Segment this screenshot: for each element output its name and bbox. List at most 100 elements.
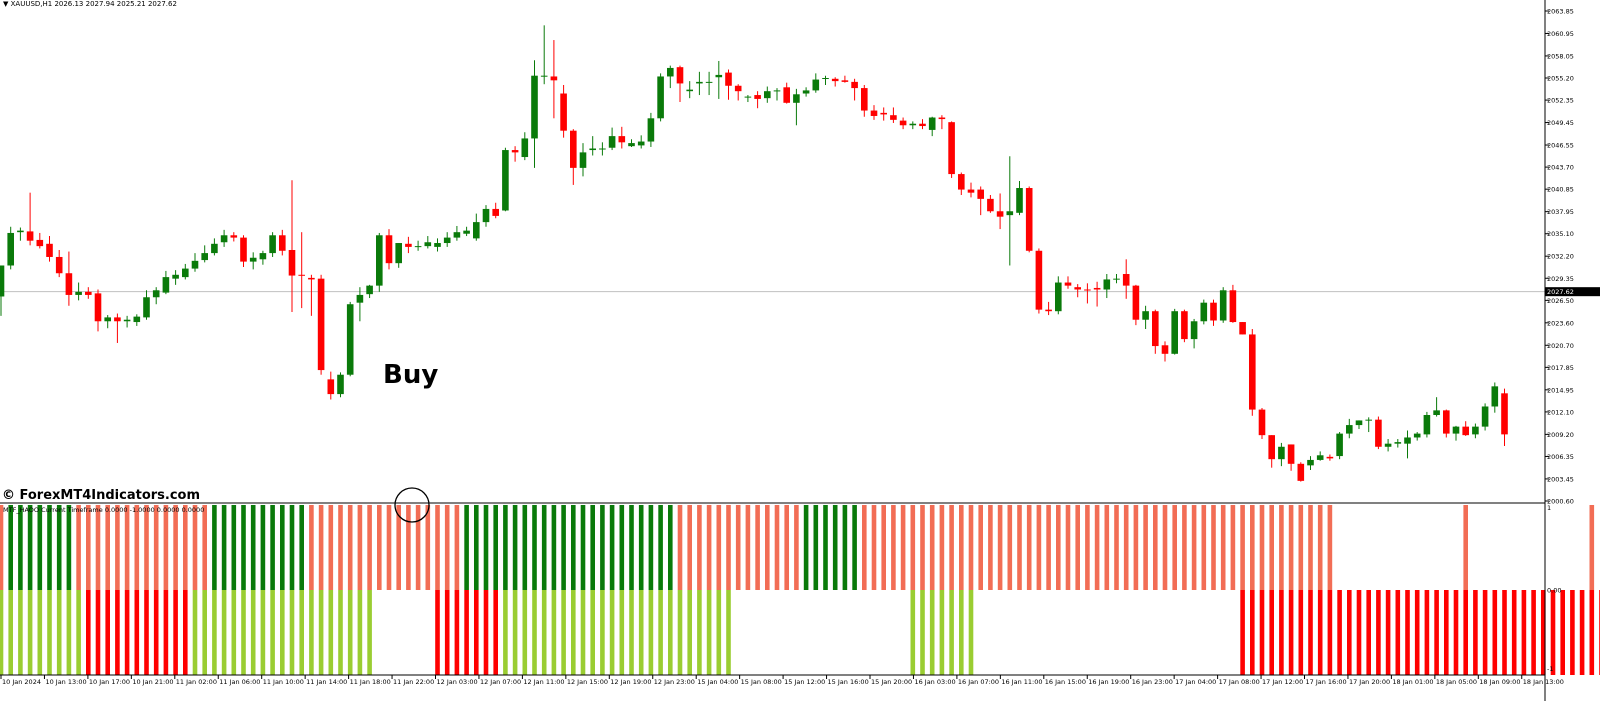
- time-tick-label: 15 Jan 08:00: [741, 678, 782, 686]
- candle-body: [443, 237, 451, 244]
- price-tick-label: 2040.85: [1547, 186, 1574, 194]
- indicator-bar-lower: [173, 590, 178, 675]
- candle: [259, 250, 267, 265]
- candle-body: [783, 87, 790, 103]
- candle-body: [298, 274, 305, 276]
- indicator-bar-lower: [318, 590, 324, 675]
- indicator-bar-upper: [1094, 505, 1100, 590]
- indicator-bar-lower: [347, 590, 353, 675]
- indicator-bar-lower: [299, 590, 304, 675]
- indicator-bar-upper: [435, 505, 440, 590]
- candle: [1501, 388, 1508, 446]
- indicator-bar-upper: [153, 505, 159, 590]
- candle-body: [327, 379, 335, 395]
- candle-body: [1035, 250, 1043, 310]
- candle: [114, 313, 121, 343]
- candle-body: [346, 304, 354, 375]
- candle-body: [570, 130, 577, 168]
- candle-body: [182, 268, 189, 278]
- candle: [1268, 435, 1275, 468]
- candle-body: [899, 120, 907, 126]
- candle-body: [249, 257, 257, 262]
- indicator-bar-upper: [1259, 505, 1265, 590]
- indicator-bar-upper: [367, 505, 372, 590]
- indicator-bar-lower: [1541, 590, 1546, 675]
- indicator-bar-upper: [115, 505, 120, 590]
- candle: [822, 75, 829, 85]
- indicator-bar-upper: [668, 505, 673, 590]
- indicator-bar-lower: [1550, 590, 1556, 675]
- candle-body: [511, 150, 519, 153]
- candle: [686, 81, 693, 99]
- indicator-scale-label: -1: [1547, 665, 1553, 673]
- indicator-bar-lower: [619, 590, 625, 675]
- indicator-bar-upper: [212, 505, 217, 590]
- indicator-bar-upper: [377, 505, 382, 590]
- indicator-bar-upper: [1240, 505, 1245, 590]
- candle: [754, 91, 761, 109]
- candle-body: [356, 294, 364, 303]
- indicator-bar-upper: [444, 505, 450, 590]
- candle-body: [1084, 289, 1091, 291]
- indicator-bar-upper: [997, 505, 1003, 590]
- candle: [1316, 451, 1324, 461]
- candle-body: [831, 78, 839, 82]
- candle-body: [36, 239, 44, 247]
- dropdown-triangle-icon[interactable]: ▼: [3, 0, 11, 8]
- indicator-bar-upper: [959, 505, 964, 590]
- candle-body: [85, 291, 92, 295]
- time-tick-label: 12 Jan 15:00: [567, 678, 608, 686]
- candle-body: [65, 273, 73, 295]
- candle: [1006, 156, 1014, 266]
- candle-body: [317, 278, 325, 371]
- candle-body: [152, 290, 160, 298]
- candle: [1239, 322, 1246, 335]
- indicator-bar-upper: [464, 505, 469, 590]
- candle: [1122, 259, 1130, 299]
- indicator-bar-lower: [580, 590, 586, 675]
- candle: [1035, 248, 1043, 314]
- candle: [812, 73, 820, 93]
- indicator-panel: [0, 505, 1600, 675]
- candle-body: [1326, 456, 1334, 459]
- candle-body: [1074, 287, 1081, 290]
- indicator-bar-lower: [1492, 590, 1498, 675]
- candle-body: [1064, 282, 1072, 286]
- indicator-bar-upper: [27, 505, 33, 590]
- indicator-bar-lower: [183, 590, 188, 675]
- candle-body: [1229, 290, 1237, 323]
- indicator-bar-upper: [541, 505, 547, 590]
- indicator-bar-upper: [1114, 505, 1119, 590]
- candle-body: [890, 115, 897, 120]
- indicator-bar-lower: [86, 590, 91, 675]
- candle: [667, 65, 674, 89]
- indicator-bar-lower: [590, 590, 595, 675]
- indicator-bar-lower: [551, 590, 557, 675]
- candle-body: [764, 91, 771, 99]
- candle: [744, 95, 752, 103]
- candle: [279, 229, 286, 256]
- candle-body: [502, 150, 509, 211]
- candle-body: [473, 222, 480, 239]
- candle: [579, 143, 587, 177]
- indicator-bar-upper: [144, 505, 149, 590]
- indicator-bar-upper: [1036, 505, 1042, 590]
- candle-body: [395, 243, 402, 264]
- candle-body: [822, 78, 829, 80]
- candle: [589, 136, 596, 156]
- candle-body: [191, 260, 199, 269]
- indicator-bar-lower: [18, 590, 23, 675]
- candle-body: [1278, 446, 1285, 460]
- indicator-bar-lower: [1250, 590, 1255, 675]
- indicator-bar-upper: [1162, 505, 1168, 590]
- symbol-info: XAUUSD,H1 2026.13 2027.94 2025.21 2027.6…: [10, 0, 177, 8]
- candle: [1365, 417, 1372, 433]
- candle: [1413, 432, 1421, 441]
- time-tick-label: 18 Jan 13:00: [1523, 678, 1564, 686]
- candle: [1287, 444, 1295, 471]
- indicator-bar-lower: [910, 590, 916, 675]
- indicator-bar-upper: [988, 505, 993, 590]
- indicator-bar-lower: [27, 590, 33, 675]
- candle-body: [288, 249, 296, 276]
- candle: [773, 88, 781, 101]
